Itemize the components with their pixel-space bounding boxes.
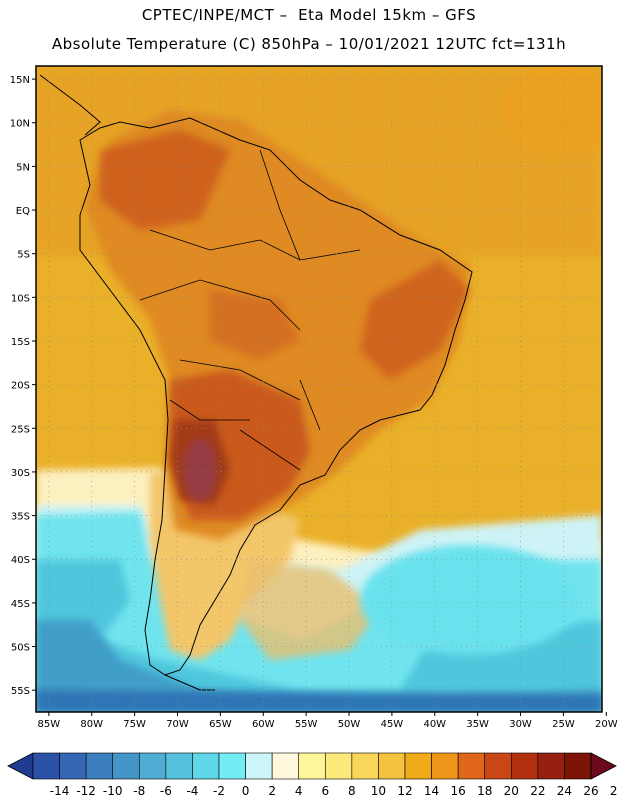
field-band-teal (36, 560, 602, 712)
colorbar-swatch (32, 752, 60, 780)
colorbar-label: 28 (610, 784, 618, 798)
lon-label: 65W (209, 719, 232, 730)
colorbar-label: 8 (348, 784, 356, 798)
lon-label: 35W (466, 719, 489, 730)
colorbar-swatch (112, 752, 140, 780)
colorbar-swatch (218, 752, 246, 780)
lon-label: 70W (166, 719, 189, 730)
colorbar-label: 16 (451, 784, 466, 798)
colorbar-swatch (59, 752, 87, 780)
colorbar-swatch (138, 752, 167, 780)
lat-label: 55S (11, 686, 30, 697)
colorbar-label: -2 (213, 784, 225, 798)
colorbar-swatch (510, 752, 539, 780)
lat-label: 15S (11, 337, 30, 348)
colorbar-label: -10 (103, 784, 123, 798)
colorbar-label: 26 (583, 784, 598, 798)
temperature-field (36, 66, 602, 712)
lon-label: 50W (338, 719, 361, 730)
lon-label: 30W (509, 719, 532, 730)
lat-label: 10N (10, 119, 30, 130)
lon-label: 40W (423, 719, 446, 730)
colorbar-swatch (564, 752, 592, 780)
lat-label: 30S (11, 468, 30, 479)
colorbar-label: -6 (160, 784, 172, 798)
lon-label: 80W (80, 719, 103, 730)
lat-label: 25S (11, 424, 30, 435)
chart-title-line1: CPTEC/INPE/MCT – Eta Model 15km – GFS (141, 6, 477, 24)
lat-label: 35S (11, 512, 30, 523)
lat-label: 15N (10, 75, 30, 86)
colorbar-label: -8 (133, 784, 145, 798)
colorbar-swatch (324, 752, 353, 780)
lat-label: EQ (16, 206, 30, 217)
colorbar-min-arrow (7, 752, 34, 780)
colorbar-swatch (537, 752, 565, 780)
lat-label: 10S (11, 293, 30, 304)
colorbar-label: 14 (424, 784, 439, 798)
colorbar-swatch (404, 752, 432, 780)
field-atlantic-warm-tongue (240, 560, 380, 660)
lon-label: 85W (38, 719, 61, 730)
colorbar-label: 2 (268, 784, 276, 798)
colorbar-swatch (378, 752, 406, 780)
colorbar-swatch (484, 752, 512, 780)
lon-label: 55W (295, 719, 318, 730)
colorbar-label: 22 (530, 784, 545, 798)
colorbar-swatch (245, 752, 273, 780)
colorbar-swatch (85, 752, 114, 780)
field-patch-ne (500, 66, 602, 155)
lat-label: 45S (11, 599, 30, 610)
colorbar-labels: -14 -12 -10 -8 -6 -4 -2 0 2 4 6 8 10 12 14 16 18 20 22 24 26… (50, 784, 618, 798)
field-band-blue (36, 620, 602, 712)
colorbar-label: 20 (504, 784, 519, 798)
colorbar-label: -14 (50, 784, 70, 798)
coastline-south-america (79, 117, 473, 676)
lon-label: 75W (123, 719, 146, 730)
field-atlantic-cold (360, 545, 580, 655)
lon-label: 45W (381, 719, 404, 730)
lon-label: 60W (252, 719, 275, 730)
coastline-central-america (39, 74, 101, 136)
colorbar-swatch (457, 752, 486, 780)
colorbar-label: 10 (371, 784, 386, 798)
colorbar-label: 24 (557, 784, 572, 798)
country-borders (139, 149, 361, 471)
lat-label: 40S (11, 555, 30, 566)
lat-label: 20S (11, 381, 30, 392)
colorbar-swatch (271, 752, 300, 780)
field-land-hot-north (100, 130, 230, 230)
colorbar (7, 752, 617, 780)
lon-label: 25W (552, 719, 575, 730)
colorbar-label: 18 (477, 784, 492, 798)
lat-label: 5N (16, 162, 30, 173)
lon-label: 20W (595, 719, 618, 730)
lat-label: 50S (11, 643, 30, 654)
colorbar-swatch (192, 752, 220, 780)
field-land-peak (183, 438, 217, 502)
colorbar-label: 4 (295, 784, 303, 798)
latitude-axis: 15N 10N 5N EQ 5S 10S 15S 20S 25S 30S 35S 40S 45S 50S 5… (10, 75, 36, 697)
colorbar-swatch (298, 752, 326, 780)
colorbar-swatch (351, 752, 379, 780)
lat-label: 5S (17, 250, 30, 261)
longitude-axis: 85W 80W 75W 70W 65W 60W 55W 50W 45W 40W 35W 30W 25W 2… (38, 712, 618, 730)
colorbar-label: -12 (76, 784, 96, 798)
colorbar-label: 12 (397, 784, 412, 798)
colorbar-swatch (165, 752, 193, 780)
chart-title-line2: Absolute Temperature (C) 850hPa – 10/01/… (51, 35, 567, 53)
colorbar-label: -4 (186, 784, 198, 798)
map-frame (35, 65, 603, 713)
colorbar-label: 6 (321, 784, 329, 798)
colorbar-label: 0 (242, 784, 250, 798)
colorbar-max-arrow (590, 752, 617, 780)
colorbar-swatch (431, 752, 459, 780)
field-land-hot-east (360, 260, 470, 380)
coastline-tierra-del-fuego (164, 674, 215, 691)
